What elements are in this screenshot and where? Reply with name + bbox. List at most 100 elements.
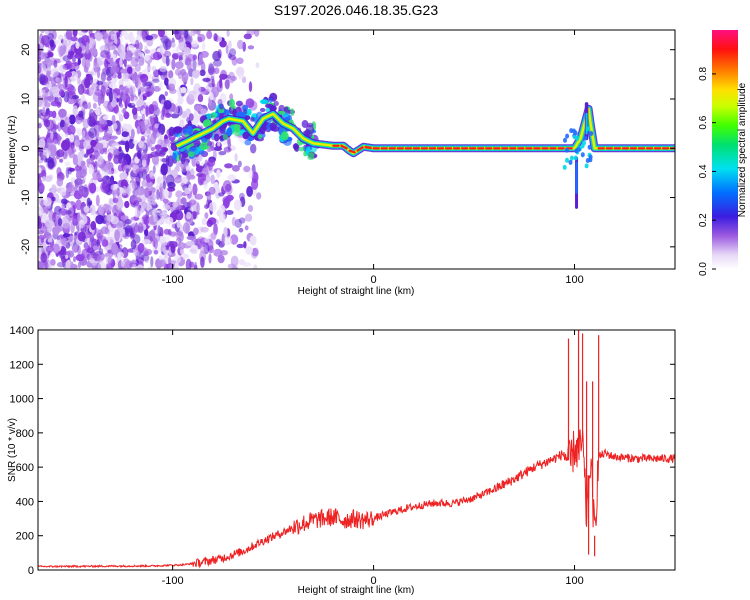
colorbar-ticks: 0.0 0.2 0.4 0.6 0.8 [698,67,716,276]
signal-blob [271,125,280,132]
noise-blob [78,110,84,118]
disturbance-blob [569,155,574,161]
y-tick-label: 200 [16,531,34,543]
noise-blob [82,118,90,129]
y-tick-label: 0 [28,565,34,577]
x-tick-label: -100 [162,274,184,286]
noise-blob [74,165,82,172]
signal-blob [244,139,252,146]
disturbance-blob [568,159,573,165]
noise-blob [140,207,145,213]
noise-blob [193,227,199,236]
noise-blob [162,246,167,254]
signal-blob [210,112,217,119]
noise-blob [82,130,86,138]
noise-blob [206,147,212,153]
noise-blob [74,52,84,59]
noise-blob [142,33,148,43]
signal-blob [293,144,300,152]
noise-blob [194,261,198,269]
noise-blob [54,205,62,215]
disturbance-blob [585,126,590,132]
noise-blob [59,158,64,163]
noise-blob [66,83,74,92]
noise-blob [44,82,53,88]
disturbance-blob [565,133,570,139]
noise-blob [159,65,167,73]
signal-blob [290,108,295,117]
noise-blob [188,184,192,192]
noise-blob [129,262,137,268]
noise-blob [122,185,127,196]
noise-blob [64,75,68,88]
noise-blob [226,194,234,201]
noise-blob [62,55,71,62]
noise-blob [218,204,226,214]
colorbar-tick-label: 0.0 [698,262,709,276]
noise-blob [225,44,229,55]
signal-blob [233,123,241,133]
noise-blob [227,53,232,59]
noise-blob [83,242,89,249]
y-tick-label: -10 [20,190,32,206]
signal-blob [202,119,212,128]
noise-blob [72,154,79,166]
noise-blob [234,218,242,228]
noise-blob [131,107,138,116]
spectrogram-xlabel: Height of straight line (km) [298,286,415,297]
noise-blob [159,213,168,218]
noise-blob [38,195,44,207]
noise-blob [85,41,90,54]
noise-blob [39,109,43,114]
disturbance-blob [562,164,567,170]
noise-blob [50,222,54,228]
noise-blob [156,223,161,235]
y-tick-label: 400 [16,496,34,508]
noise-blob [50,78,57,86]
noise-blob [207,245,214,254]
noise-blob [73,186,78,193]
noise-blob [126,186,132,195]
noise-blob [127,102,136,108]
noise-blob [53,60,58,68]
noise-blob [150,256,154,268]
noise-blob [117,44,126,56]
noise-blob [142,239,151,245]
noise-blob [144,228,149,237]
noise-blob [93,61,99,73]
noise-blob [175,190,183,198]
noise-blob [185,165,191,173]
noise-blob [166,138,171,148]
noise-blob [89,182,97,194]
noise-blob [111,114,116,125]
noise-blob [141,158,147,168]
noise-blob [92,102,97,109]
noise-blob [50,101,60,107]
noise-blob [247,205,254,212]
noise-blob [158,236,166,244]
noise-blob [138,56,145,67]
noise-blob [70,36,78,42]
noise-blob [46,152,50,159]
noise-blob [48,174,54,180]
noise-blob [41,89,46,95]
noise-blob [237,39,244,50]
noise-blob [97,94,102,107]
noise-blob [38,151,45,164]
noise-blob [110,216,119,225]
noise-blob [74,65,81,71]
noise-blob [131,181,138,190]
noise-blob [145,211,150,220]
noise-blob [193,83,202,95]
noise-blob [64,63,73,69]
noise-blob [95,142,104,150]
noise-blob [176,231,184,237]
noise-blob [175,102,179,115]
noise-blob [38,176,42,187]
noise-blob [196,172,205,177]
noise-blob [107,257,114,264]
noise-blob [62,216,67,225]
noise-blob [61,203,65,211]
noise-blob [112,30,118,34]
noise-blob [173,176,183,184]
